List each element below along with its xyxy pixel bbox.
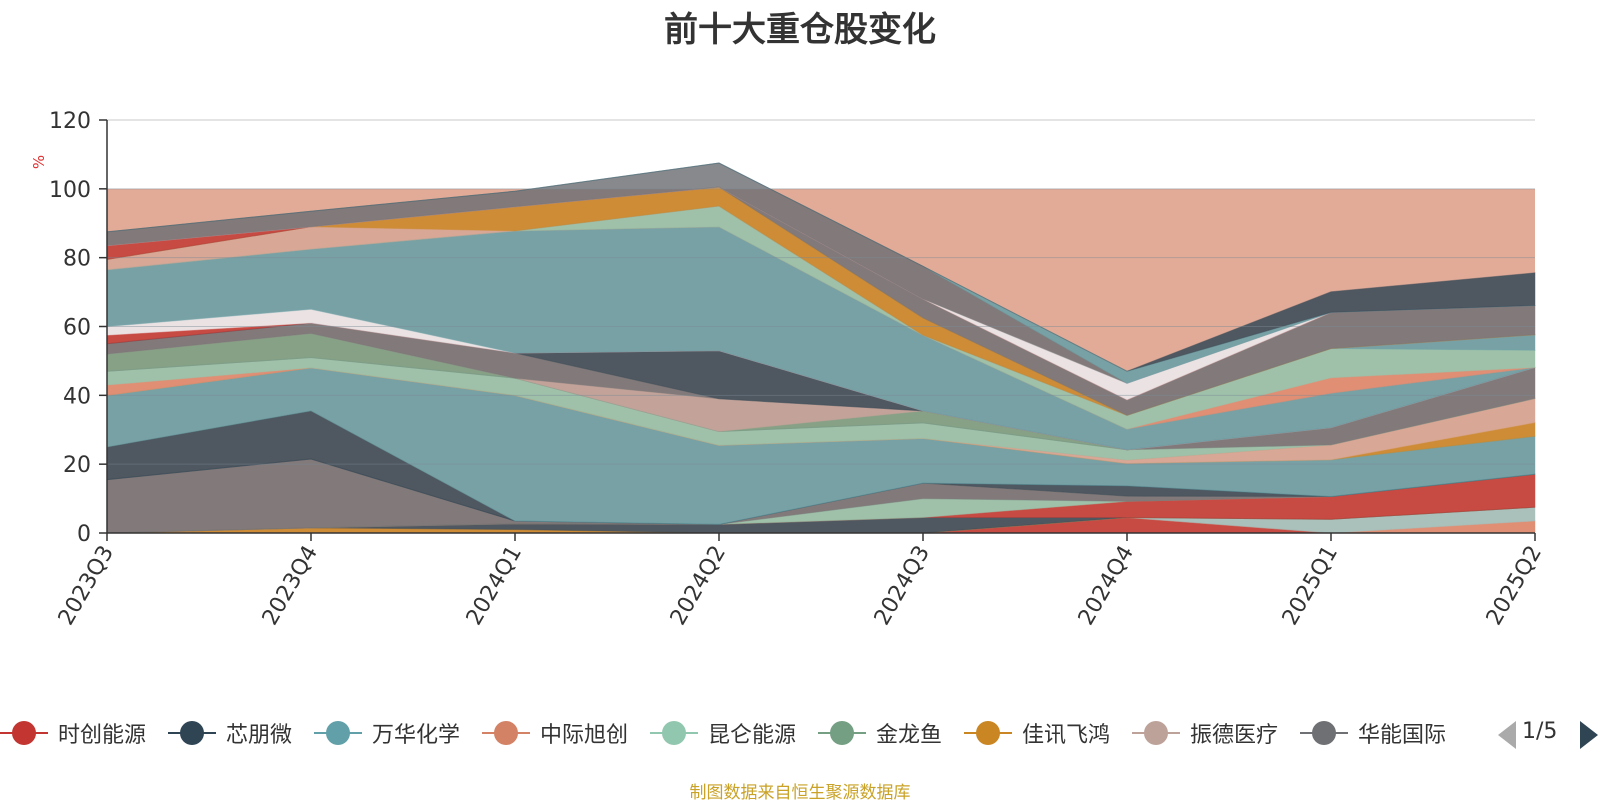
legend-swatch-icon bbox=[314, 718, 362, 748]
legend-item[interactable]: 华能国际 bbox=[1300, 716, 1446, 750]
y-tick-label: 0 bbox=[77, 522, 91, 547]
series-area-24 bbox=[106, 308, 1536, 451]
legend-prev-page-button[interactable] bbox=[1498, 721, 1516, 749]
series-area-34 bbox=[106, 162, 1536, 384]
legend-swatch-icon bbox=[0, 718, 48, 748]
legend-swatch-icon bbox=[818, 718, 866, 748]
legend-item[interactable]: 金龙鱼 bbox=[818, 716, 942, 750]
legend-label: 金龙鱼 bbox=[876, 723, 943, 748]
data-source-note: 制图数据来自恒生聚源数据库 bbox=[689, 783, 911, 803]
x-tick-label: 2025Q2 bbox=[1482, 542, 1547, 630]
x-tick-label: 2023Q4 bbox=[258, 542, 323, 630]
legend-swatch-icon bbox=[964, 718, 1012, 748]
x-tick-labels: 2023Q3 2023Q4 2024Q1 2024Q2 2024Q3 2024Q4 2025… bbox=[54, 542, 1547, 630]
series-area-13 bbox=[106, 367, 1536, 525]
legend-item[interactable]: 中际旭创 bbox=[482, 716, 628, 750]
y-tick-label: 60 bbox=[63, 316, 91, 341]
legend-label: 芯朋微 bbox=[226, 723, 293, 748]
legend-swatch-icon bbox=[482, 718, 530, 748]
legend-item[interactable]: 时创能源 bbox=[0, 716, 146, 750]
x-tick-label: 2024Q2 bbox=[666, 542, 731, 630]
legend-swatch-icon bbox=[650, 718, 698, 748]
legend-label: 中际旭创 bbox=[540, 723, 629, 748]
legend-swatch-icon bbox=[1300, 718, 1348, 748]
legend-swatch-icon bbox=[168, 718, 216, 748]
y-tick-label: 120 bbox=[49, 109, 91, 134]
x-tick-label: 2024Q4 bbox=[1074, 542, 1139, 630]
legend-item[interactable]: 万华化学 bbox=[314, 716, 460, 750]
y-tick-label: 40 bbox=[63, 384, 91, 409]
legend-label: 振德医疗 bbox=[1190, 723, 1279, 748]
legend-label: 华能国际 bbox=[1358, 723, 1447, 748]
legend-item[interactable]: 佳讯飞鸿 bbox=[964, 716, 1110, 750]
series-area-layer bbox=[106, 162, 1536, 534]
x-tick-label: 2024Q3 bbox=[870, 542, 935, 630]
x-tick-label: 2024Q1 bbox=[462, 542, 527, 630]
y-tick-label: 100 bbox=[49, 178, 91, 203]
legend-label: 昆仑能源 bbox=[708, 723, 797, 748]
legend-item[interactable]: 芯朋微 bbox=[168, 716, 292, 750]
stacked-area-chart: 0 20 40 60 80 100 120 2023Q3 2023Q4 2024Q1 2024Q2… bbox=[30, 109, 1547, 630]
y-tick-label: 20 bbox=[63, 453, 91, 478]
legend-item[interactable]: 昆仑能源 bbox=[650, 716, 796, 750]
legend-next-page-button[interactable] bbox=[1580, 721, 1598, 749]
legend: 时创能源 芯朋微 万华化学 中际旭创 昆仑能源 金龙鱼 佳讯飞鸿 振德医疗 华能国际 bbox=[0, 716, 1478, 756]
legend-page-indicator: 1/5 bbox=[1522, 719, 1558, 744]
y-tick-labels: 0 20 40 60 80 100 120 bbox=[49, 109, 91, 547]
legend-swatch-icon bbox=[1132, 718, 1180, 748]
legend-label: 佳讯飞鸿 bbox=[1022, 723, 1111, 748]
x-tick-label: 2023Q3 bbox=[54, 542, 119, 630]
series-area-36 bbox=[106, 162, 1536, 372]
x-tick-label: 2025Q1 bbox=[1278, 542, 1343, 630]
legend-item[interactable]: 振德医疗 bbox=[1132, 716, 1278, 750]
chart-title: 前十大重仓股变化 bbox=[664, 10, 936, 50]
legend-label: 万华化学 bbox=[372, 723, 461, 748]
y-tick-label: 80 bbox=[63, 247, 91, 272]
grid-lines bbox=[107, 119, 1535, 465]
axes bbox=[99, 119, 1536, 541]
legend-label: 时创能源 bbox=[58, 723, 147, 748]
y-axis-unit-label: % bbox=[30, 155, 48, 169]
